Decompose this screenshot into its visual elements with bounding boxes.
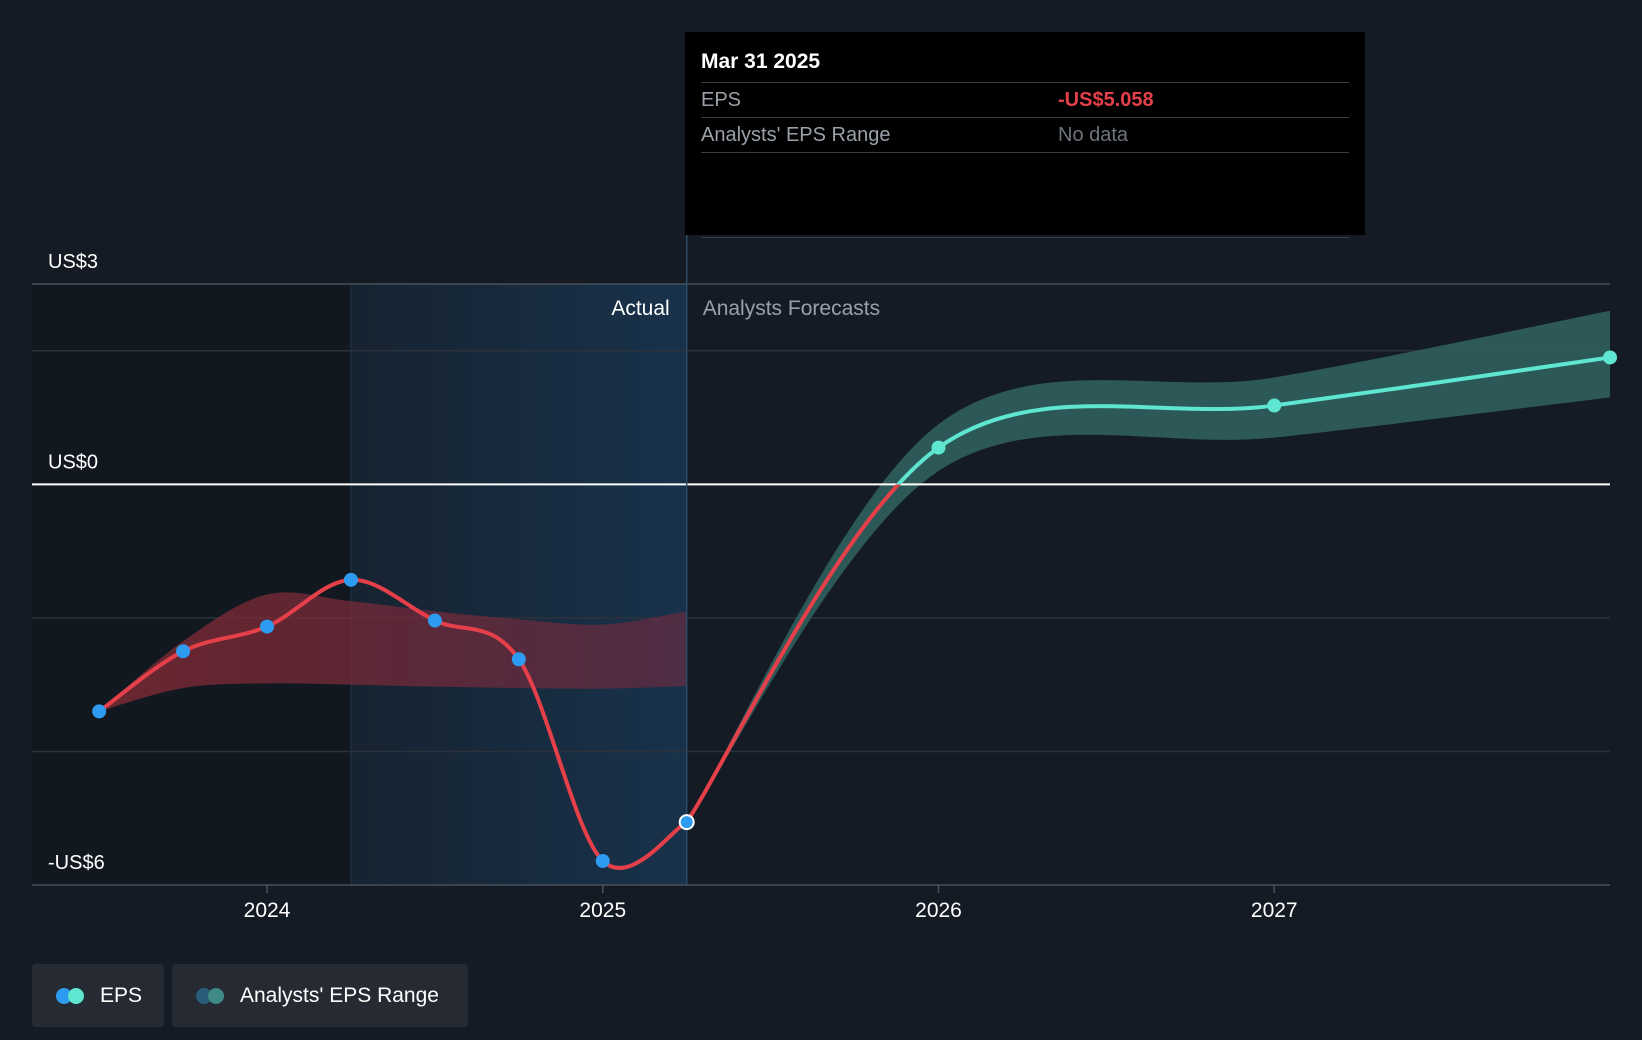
tooltip-date: Mar 31 2025 xyxy=(701,32,1349,83)
forecast-eps-point-0 xyxy=(931,440,946,455)
tooltip-range-value: No data xyxy=(1058,124,1129,146)
actual-label: Actual xyxy=(611,297,669,320)
legend-range-label: Analysts' EPS Range xyxy=(240,983,439,1007)
actual-eps-point-5 xyxy=(511,652,526,667)
actual-eps-point-7 xyxy=(678,814,695,831)
actual-eps-range-band xyxy=(99,592,687,712)
legend-eps-swatch xyxy=(56,987,88,1004)
tooltip-row-range: Analysts' EPS Range No data xyxy=(701,118,1349,153)
y-tick-label-1: US$0 xyxy=(48,451,98,473)
actual-eps-point-3 xyxy=(343,572,358,587)
actual-eps-point-4 xyxy=(427,613,442,628)
actual-eps-point-2 xyxy=(260,619,275,634)
actual-eps-point-0 xyxy=(92,704,107,719)
tooltip-eps-label: EPS xyxy=(701,89,742,111)
legend-range-swatch xyxy=(196,987,228,1004)
tooltip-range-label: Analysts' EPS Range xyxy=(701,124,891,146)
actual-shaded-region xyxy=(350,284,687,885)
legend-item-eps-range[interactable]: Analysts' EPS Range xyxy=(172,964,468,1027)
forecast-eps-point-1 xyxy=(1267,398,1282,413)
y-tick-label-2: -US$6 xyxy=(48,852,105,874)
y-tick-label-0: US$3 xyxy=(48,251,98,273)
forecast-eps-point-2 xyxy=(1603,350,1617,365)
legend-eps-label: EPS xyxy=(100,983,143,1007)
actual-eps-point-1 xyxy=(176,644,191,659)
tooltip-eps-value: -US$5.058 xyxy=(1058,89,1154,111)
forecast-eps-line-positive xyxy=(895,355,1611,485)
legend-item-eps[interactable]: EPS xyxy=(32,964,164,1027)
forecast-eps-line-negative xyxy=(685,484,902,824)
tooltip-spacer xyxy=(701,153,1349,238)
x-tick-label-0: 2024 xyxy=(244,899,291,922)
tooltip: Mar 31 2025 EPS -US$5.058 Analysts' EPS … xyxy=(685,32,1365,238)
forecast-label: Analysts Forecasts xyxy=(703,297,880,320)
forecast-eps-range-band xyxy=(686,310,1610,823)
tooltip-row-eps: EPS -US$5.058 xyxy=(701,83,1349,118)
x-tick-label-1: 2025 xyxy=(579,899,626,922)
history-background xyxy=(32,284,351,885)
actual-eps-point-6 xyxy=(595,853,610,868)
x-tick-label-3: 2027 xyxy=(1251,899,1298,922)
x-tick-label-2: 2026 xyxy=(915,899,962,922)
